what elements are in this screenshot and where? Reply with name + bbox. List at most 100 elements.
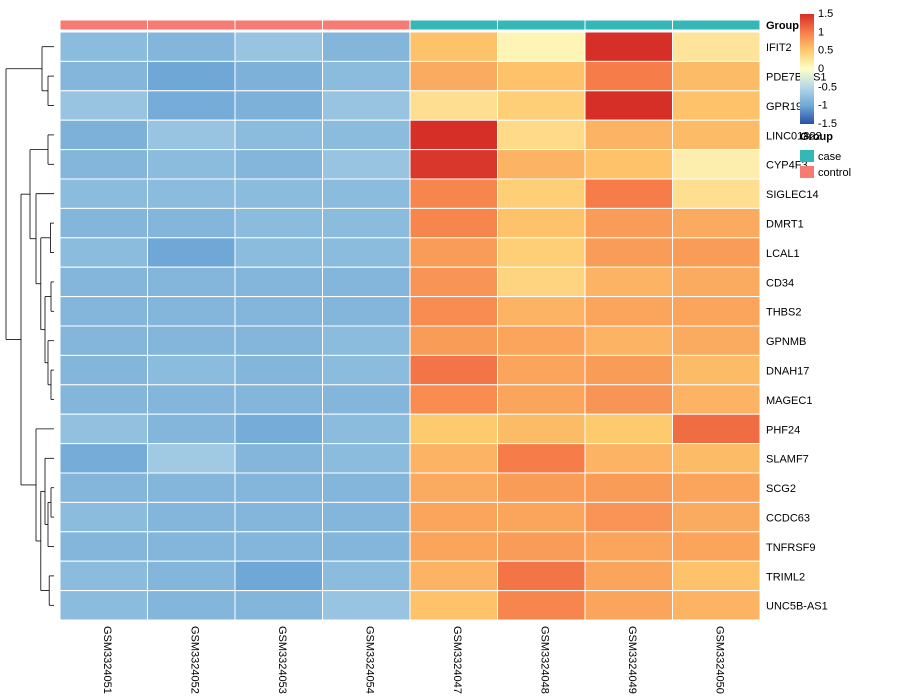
row-label: TRIML2 <box>766 571 805 583</box>
heatmap-cell <box>235 61 323 90</box>
heatmap-cell <box>585 120 673 149</box>
heatmap-cell <box>60 32 148 61</box>
colorbar-tick: 1.5 <box>818 8 833 20</box>
heatmap-cell <box>585 502 673 531</box>
heatmap-cell <box>498 267 586 296</box>
row-label: SIGLEC14 <box>766 189 819 201</box>
annotation-cell <box>410 20 498 30</box>
heatmap-cell <box>235 150 323 179</box>
heatmap-cell <box>498 61 586 90</box>
column-label: GSM3324051 <box>101 626 113 694</box>
heatmap-cell <box>410 414 498 443</box>
heatmap-cell <box>60 385 148 414</box>
heatmap-cell <box>323 120 411 149</box>
heatmap-cell <box>235 385 323 414</box>
colorbar-tick: -0.5 <box>818 81 837 93</box>
heatmap-cell <box>323 326 411 355</box>
heatmap-cell <box>673 61 761 90</box>
heatmap-cell <box>148 238 236 267</box>
heatmap-cell <box>410 326 498 355</box>
heatmap-cell <box>323 267 411 296</box>
heatmap-cell <box>235 238 323 267</box>
heatmap-cell <box>673 473 761 502</box>
heatmap-cell <box>498 120 586 149</box>
heatmap-cell <box>498 297 586 326</box>
heatmap-cell <box>410 502 498 531</box>
heatmap-cell <box>410 532 498 561</box>
heatmap-figure: GroupIFIT2PDE7B-AS1GPR19LINC01822CYP4F3S… <box>0 0 900 700</box>
heatmap-cell <box>673 297 761 326</box>
heatmap-cell <box>148 591 236 620</box>
heatmap-cell <box>148 355 236 384</box>
heatmap-cell <box>148 326 236 355</box>
heatmap-cell <box>148 32 236 61</box>
heatmap-cell <box>148 179 236 208</box>
heatmap-cell <box>585 561 673 590</box>
heatmap-cell <box>410 591 498 620</box>
heatmap-cell <box>410 32 498 61</box>
heatmap-cell <box>498 355 586 384</box>
heatmap-cell <box>235 591 323 620</box>
column-label: GSM3324054 <box>363 626 375 694</box>
heatmap-cell <box>410 267 498 296</box>
heatmap-cell <box>148 444 236 473</box>
heatmap-cell <box>585 414 673 443</box>
heatmap-cell <box>410 150 498 179</box>
column-label: GSM3324052 <box>188 626 200 694</box>
row-label: MAGEC1 <box>766 395 812 407</box>
heatmap-cell <box>410 444 498 473</box>
row-label: DMRT1 <box>766 219 804 231</box>
heatmap-cell <box>60 150 148 179</box>
column-label: GSM3324047 <box>451 626 463 694</box>
heatmap-cell <box>235 179 323 208</box>
colorbar-tick: -1 <box>818 100 828 112</box>
heatmap-cell <box>585 208 673 237</box>
heatmap-cell <box>323 179 411 208</box>
heatmap-cell <box>60 473 148 502</box>
heatmap-cell <box>498 414 586 443</box>
heatmap-cell <box>673 414 761 443</box>
heatmap-cell <box>235 91 323 120</box>
heatmap-cell <box>60 591 148 620</box>
heatmap-cell <box>60 355 148 384</box>
heatmap-cell <box>498 591 586 620</box>
annotation-cell <box>148 20 236 30</box>
heatmap-cell <box>60 120 148 149</box>
row-label: CCDC63 <box>766 513 810 525</box>
group-swatch <box>800 166 814 178</box>
heatmap-cell <box>323 502 411 531</box>
heatmap-cell <box>148 414 236 443</box>
heatmap-cell <box>148 297 236 326</box>
heatmap-cell <box>148 267 236 296</box>
group-swatch <box>800 150 814 162</box>
heatmap-cell <box>60 61 148 90</box>
heatmap-cell <box>323 414 411 443</box>
row-dendrogram <box>6 47 54 606</box>
heatmap-cell <box>323 561 411 590</box>
heatmap-cell <box>673 179 761 208</box>
heatmap-cell <box>498 444 586 473</box>
heatmap-cell <box>235 32 323 61</box>
heatmap-grid <box>60 32 760 620</box>
heatmap-cell <box>673 385 761 414</box>
heatmap-cell <box>235 120 323 149</box>
heatmap-cell <box>498 179 586 208</box>
heatmap-cell <box>323 355 411 384</box>
heatmap-cell <box>673 32 761 61</box>
heatmap-cell <box>148 385 236 414</box>
heatmap-cell <box>410 179 498 208</box>
heatmap-cell <box>410 385 498 414</box>
heatmap-cell <box>60 297 148 326</box>
heatmap-cell <box>498 385 586 414</box>
column-label: GSM3324050 <box>713 626 725 694</box>
row-label: PHF24 <box>766 424 800 436</box>
heatmap-cell <box>673 91 761 120</box>
heatmap-cell <box>410 208 498 237</box>
heatmap-cell <box>673 326 761 355</box>
heatmap-cell <box>323 444 411 473</box>
heatmap-cell <box>673 238 761 267</box>
column-labels: GSM3324051GSM3324052GSM3324053GSM3324054… <box>101 626 726 694</box>
group-label: case <box>818 151 841 163</box>
heatmap-cell <box>673 591 761 620</box>
heatmap-cell <box>585 385 673 414</box>
